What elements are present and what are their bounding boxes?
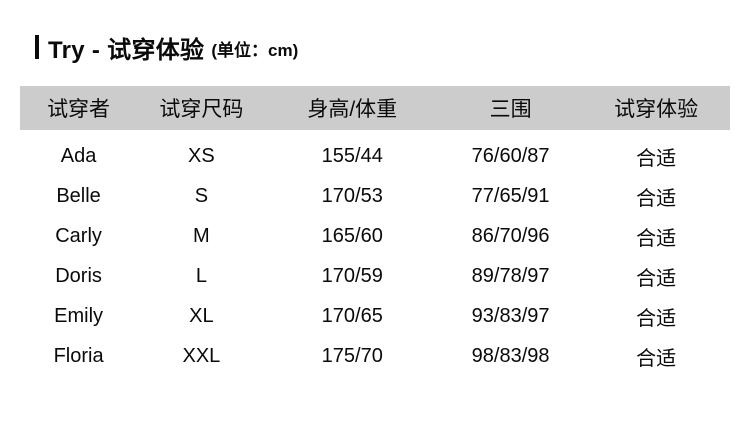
table-row: Doris L 170/59 89/78/97 合适: [20, 256, 730, 296]
cell-size: XL: [189, 304, 214, 327]
table-row: Emily XL 170/65 93/83/97 合适: [20, 296, 730, 336]
cell-measurements: 89/78/97: [471, 264, 550, 287]
cell-size: M: [193, 224, 210, 247]
page-title-unit: (单位：cm): [211, 41, 299, 60]
size-chart-page: Try - 试穿体验 (单位：cm) 试穿者 试穿尺码 身高/体重 三围 试穿体…: [0, 31, 750, 376]
cell-experience: 合适: [636, 347, 677, 370]
cell-height-weight: 155/44: [321, 144, 383, 167]
header-height-weight: 身高/体重: [307, 98, 398, 121]
table-row: Ada XS 155/44 76/60/87 合适: [20, 136, 730, 176]
cell-height-weight: 170/65: [321, 304, 383, 327]
table-row: Floria XXL 175/70 98/83/98 合适: [20, 336, 730, 376]
table-row: Belle S 170/53 77/65/91 合适: [20, 176, 730, 216]
cell-experience: 合适: [636, 307, 677, 330]
cell-measurements: 86/70/96: [471, 224, 550, 247]
cell-size: S: [194, 184, 209, 207]
cell-tester-name: Emily: [54, 304, 104, 327]
table-body: Ada XS 155/44 76/60/87 合适 Belle S 170/53…: [20, 136, 730, 376]
header-measurements: 三围: [489, 98, 532, 121]
cell-experience: 合适: [636, 267, 677, 290]
title-bar-decoration: [35, 35, 39, 59]
cell-tester-name: Doris: [55, 264, 102, 287]
cell-size: XS: [188, 144, 215, 167]
table-row: Carly M 165/60 86/70/96 合适: [20, 216, 730, 256]
cell-height-weight: 175/70: [321, 344, 383, 367]
cell-measurements: 98/83/98: [471, 344, 550, 367]
cell-measurements: 76/60/87: [471, 144, 550, 167]
cell-height-weight: 170/59: [321, 264, 383, 287]
cell-tester-name: Carly: [55, 224, 102, 247]
cell-tester-name: Ada: [60, 144, 97, 167]
cell-size: L: [195, 264, 207, 287]
cell-experience: 合适: [636, 147, 677, 170]
table-header-row: 试穿者 试穿尺码 身高/体重 三围 试穿体验: [20, 86, 730, 130]
cell-experience: 合适: [636, 227, 677, 250]
page-title-text: Try - 试穿体验: [48, 36, 205, 64]
cell-experience: 合适: [636, 187, 677, 210]
page-title: Try - 试穿体验 (单位：cm): [35, 31, 750, 64]
header-experience: 试穿体验: [614, 98, 699, 121]
cell-measurements: 93/83/97: [471, 304, 550, 327]
cell-height-weight: 170/53: [321, 184, 383, 207]
cell-size: XXL: [182, 344, 221, 367]
cell-height-weight: 165/60: [321, 224, 383, 247]
try-on-table: 试穿者 试穿尺码 身高/体重 三围 试穿体验 Ada XS 155/44 76/…: [20, 86, 730, 376]
cell-tester-name: Belle: [56, 184, 101, 207]
cell-measurements: 77/65/91: [471, 184, 550, 207]
header-size: 试穿尺码: [159, 98, 244, 121]
header-tester: 试穿者: [47, 98, 111, 121]
cell-tester-name: Floria: [53, 344, 104, 367]
